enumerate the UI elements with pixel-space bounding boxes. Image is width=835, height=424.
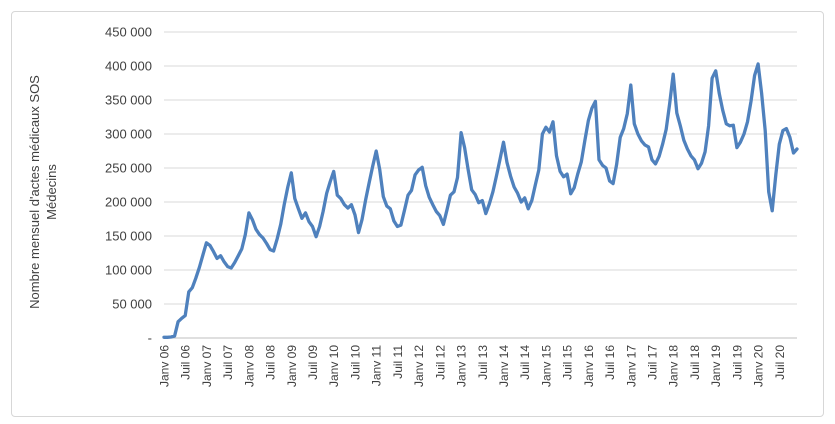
- x-tick-label: Janv 12: [412, 345, 426, 387]
- x-tick-label: Janv 13: [455, 345, 469, 387]
- x-tick-label: Juil 19: [730, 345, 744, 380]
- y-tick-label: 150 000: [105, 229, 152, 244]
- x-tick-label: Juil 06: [179, 345, 193, 380]
- y-axis-tick-labels: - 50 000 100 000 150 000 200 000 250 000 300 0…: [105, 25, 152, 346]
- x-tick-label: Janv 19: [709, 345, 723, 387]
- y-axis-title-line2: Médecins: [44, 164, 59, 220]
- y-tick-label: 50 000: [112, 297, 152, 312]
- y-tick-label: 100 000: [105, 263, 152, 278]
- y-tick-label: -: [148, 331, 152, 346]
- x-tick-label: Juil 12: [433, 345, 447, 380]
- x-tick-label: Juil 10: [349, 345, 363, 380]
- y-axis-title: Nombre mensuel d'actes médicaux SOS Méde…: [27, 75, 59, 309]
- x-tick-label: Juil 17: [646, 345, 660, 380]
- x-tick-label: Janv 10: [327, 345, 341, 387]
- x-tick-label: Juil 15: [561, 345, 575, 380]
- x-tick-label: Janv 17: [624, 345, 638, 387]
- x-tick-label: Janv 14: [497, 345, 511, 387]
- x-tick-label: Janv 06: [158, 345, 172, 387]
- chart-frame: [11, 11, 824, 417]
- y-tick-label: 250 000: [105, 161, 152, 176]
- x-axis-tick-labels: Janv 06 Juil 06 Janv 07 Juil 07 Janv 08 Juil …: [158, 345, 787, 387]
- y-tick-label: 350 000: [105, 93, 152, 108]
- y-tick-label: 300 000: [105, 127, 152, 142]
- x-tick-label: Janv 07: [200, 345, 214, 387]
- x-tick-label: Juil 14: [518, 345, 532, 380]
- x-tick-label: Janv 11: [370, 345, 384, 386]
- gridlines: [164, 31, 797, 339]
- x-tick-label: Juil 13: [476, 345, 490, 380]
- x-tick-label: Janv 08: [242, 345, 256, 387]
- x-tick-label: Janv 09: [285, 345, 299, 387]
- x-tick-label: Janv 16: [582, 345, 596, 387]
- x-tick-label: Juil 20: [773, 345, 787, 380]
- y-axis-title-line1: Nombre mensuel d'actes médicaux SOS: [27, 75, 42, 309]
- x-tick-label: Juil 09: [306, 345, 320, 380]
- x-tick-label: Juil 16: [603, 345, 617, 380]
- x-tick-label: Juil 07: [221, 345, 235, 380]
- series-line-sos-medecins: [162, 62, 799, 339]
- x-tick-label: Janv 20: [752, 345, 766, 387]
- x-tick-label: Janv 18: [667, 345, 681, 387]
- y-tick-label: 450 000: [105, 25, 152, 40]
- x-tick-label: Juil 08: [264, 345, 278, 380]
- x-tick-label: Juil 18: [688, 345, 702, 380]
- x-tick-label: Juil 11: [391, 345, 405, 379]
- y-tick-label: 400 000: [105, 59, 152, 74]
- y-tick-label: 200 000: [105, 195, 152, 210]
- x-tick-label: Janv 15: [539, 345, 553, 387]
